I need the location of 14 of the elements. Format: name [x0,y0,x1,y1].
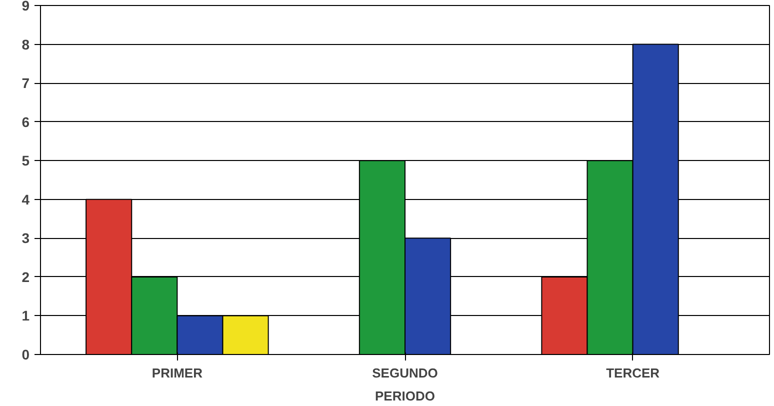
y-tick-label: 7 [22,75,30,92]
y-tick-label: 6 [22,114,30,130]
y-tick-label: 5 [22,152,30,169]
y-tick-label: 8 [22,36,30,52]
x-tick-label: TERCER [606,366,660,380]
y-tick-label: 4 [22,191,30,208]
x-tick-label: PRIMER [152,366,204,380]
x-axis-title: PERIODO [375,388,435,404]
y-tick-label: 2 [22,268,30,285]
y-tick-label: 1 [22,308,30,324]
y-tick-label: 3 [22,230,30,246]
y-tick-label: 9 [22,0,30,14]
y-tick-label: 0 [22,346,30,362]
x-tick-label: SEGUNDO [372,366,438,380]
